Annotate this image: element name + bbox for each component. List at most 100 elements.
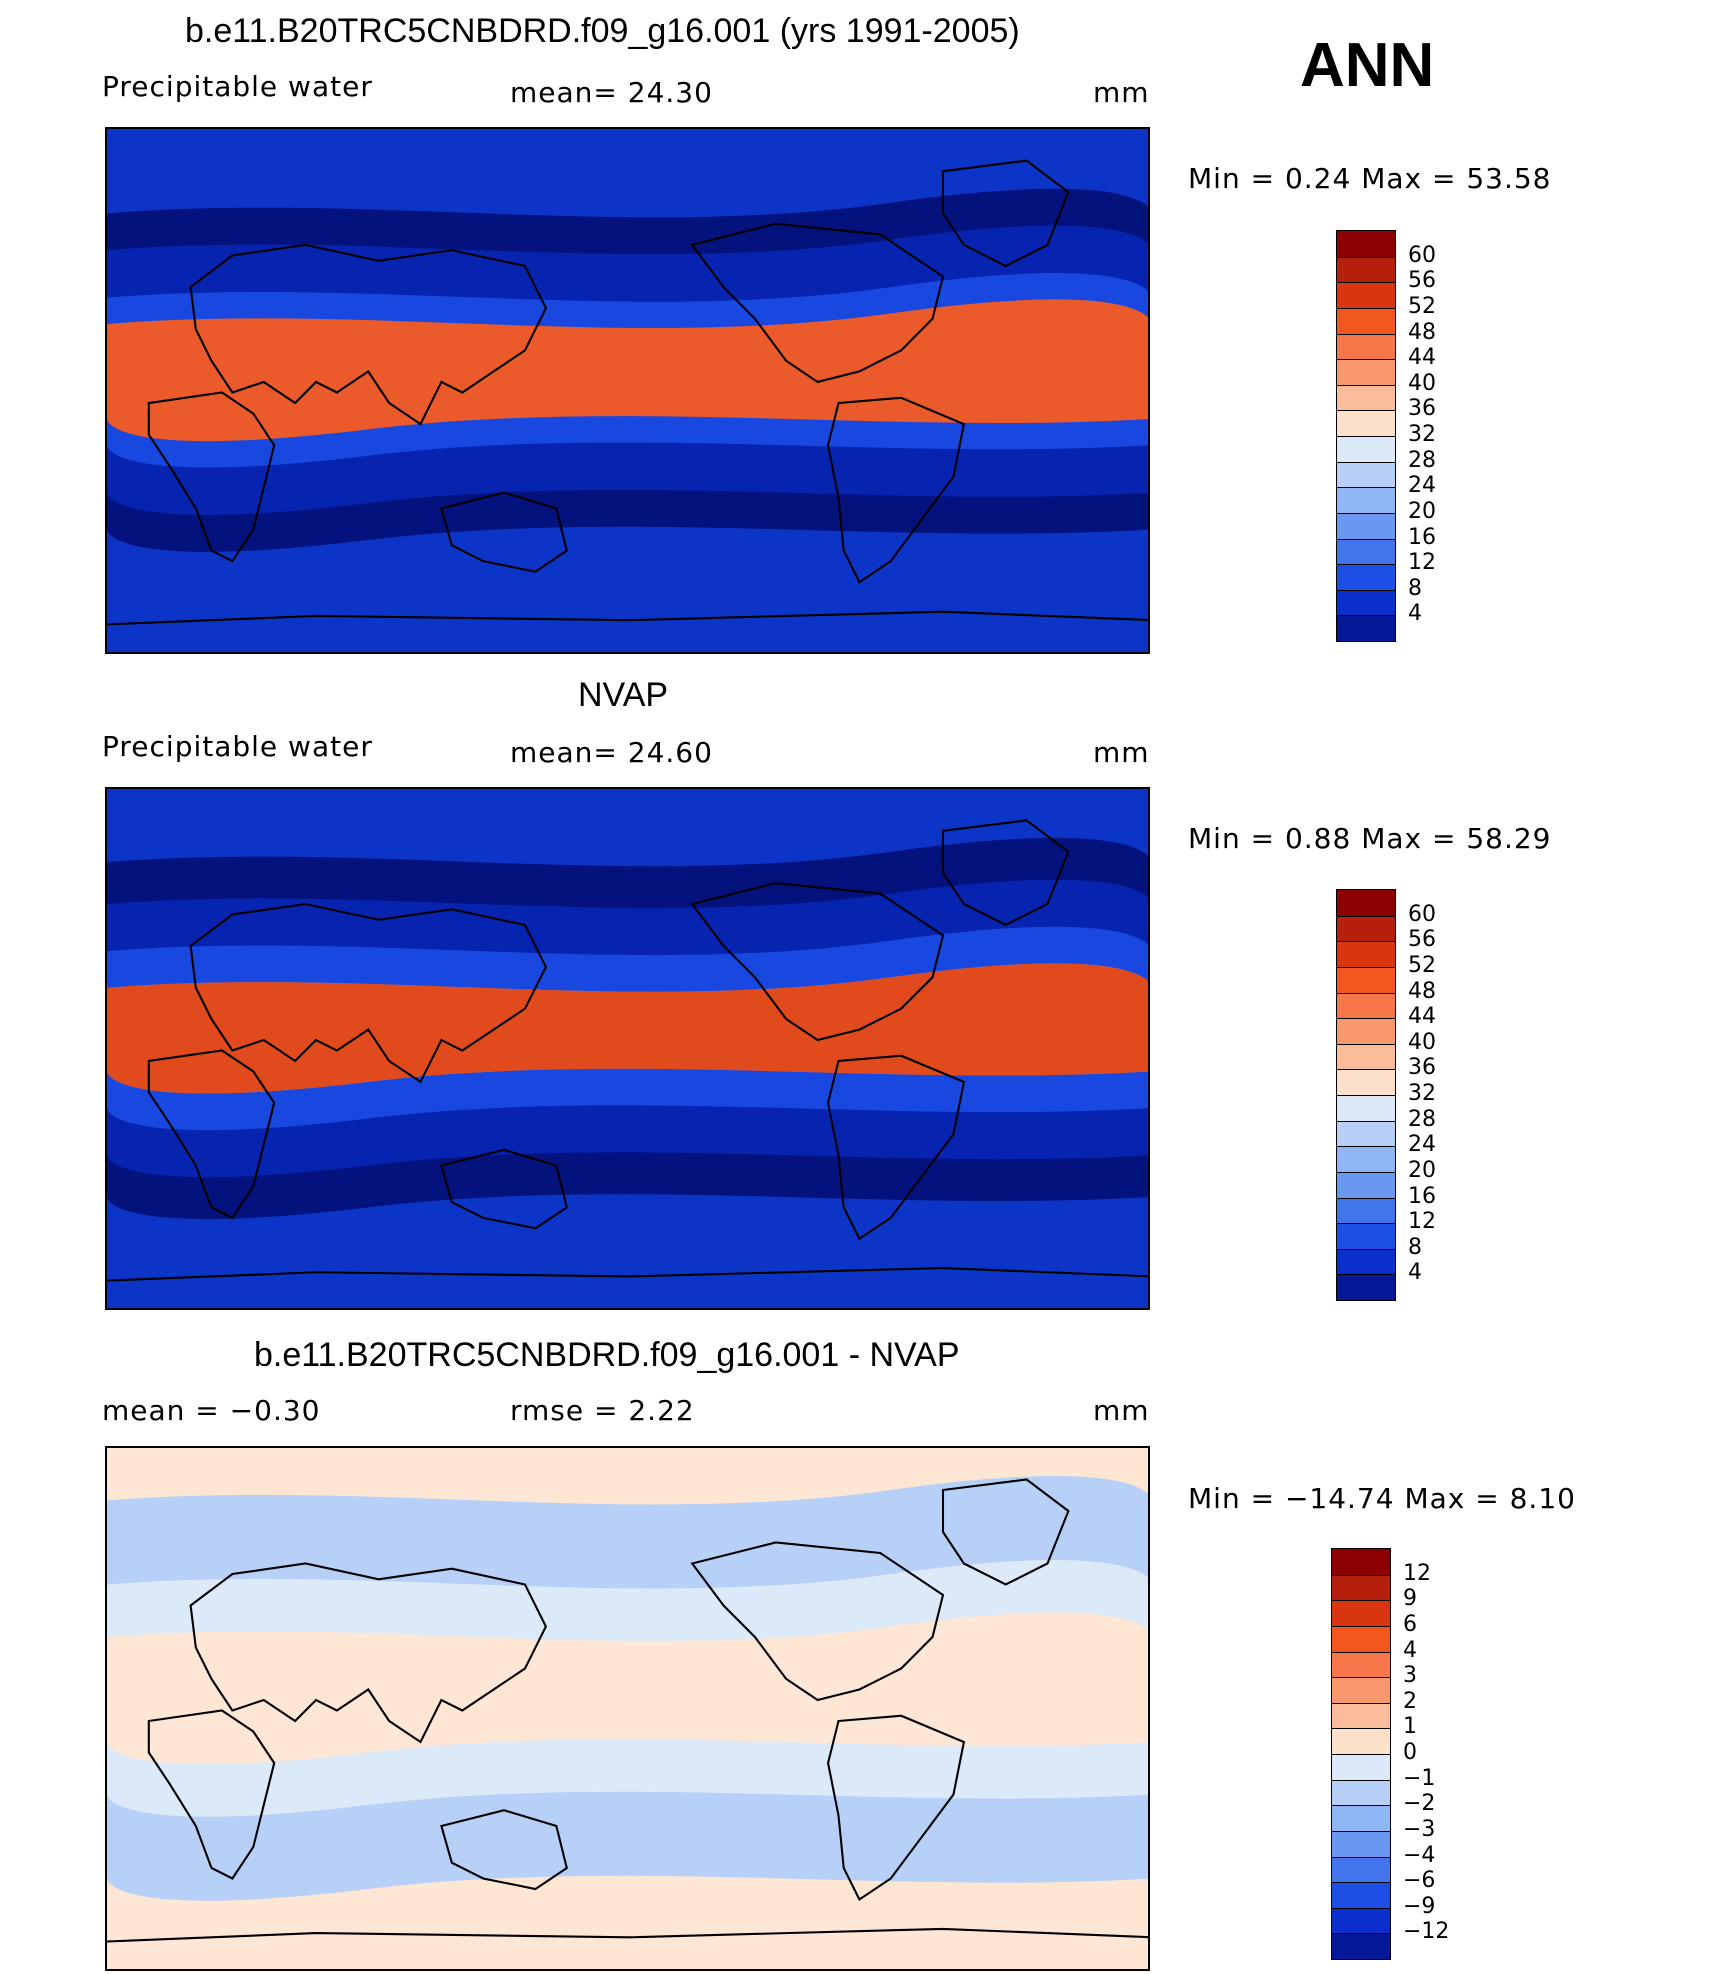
colorbar-swatch <box>1337 307 1395 334</box>
coastline <box>826 396 966 584</box>
colorbar-swatch <box>1337 487 1395 513</box>
panel-2-variable-label: Precipitable water <box>102 730 373 763</box>
colorbar-swatch <box>1337 461 1395 488</box>
colorbar-tick-label: 4 <box>1408 601 1422 627</box>
panel-3-colorbar <box>1331 1548 1391 1960</box>
coastline <box>147 1049 276 1220</box>
colorbar-tick-label: 48 <box>1408 319 1436 345</box>
colorbar-swatch <box>1337 1197 1395 1224</box>
panel-3-mean-label: mean = −0.30 <box>102 1394 321 1427</box>
colorbar-swatch <box>1337 915 1395 942</box>
coastline <box>107 1927 1148 1943</box>
panel-2-mean-label: mean= 24.60 <box>510 736 713 769</box>
panel-1-title: b.e11.B20TRC5CNBDRD.f09_g16.001 (yrs 199… <box>185 12 1020 50</box>
colorbar-tick-label: 20 <box>1408 1157 1436 1183</box>
panel-1-minmax: Min = 0.24 Max = 53.58 <box>1188 162 1552 195</box>
colorbar-tick-label: 60 <box>1408 242 1436 268</box>
panel-3-map <box>105 1446 1150 1971</box>
colorbar-swatch <box>1332 1933 1390 1959</box>
colorbar-tick-label: 36 <box>1408 1055 1436 1081</box>
colorbar-swatch <box>1337 890 1395 916</box>
colorbar-swatch <box>1337 1248 1395 1275</box>
colorbar-tick-label: 24 <box>1408 1132 1436 1158</box>
colorbar-tick-label: −2 <box>1403 1791 1436 1817</box>
colorbar-tick-label: 8 <box>1408 1234 1422 1260</box>
colorbar-tick-label: 44 <box>1408 345 1436 371</box>
colorbar-tick-label: 44 <box>1408 1004 1436 1030</box>
colorbar-swatch <box>1332 1600 1390 1626</box>
panel-2-units-label: mm <box>1093 736 1150 769</box>
colorbar-swatch <box>1337 333 1395 360</box>
colorbar-swatch <box>1337 1223 1395 1249</box>
colorbar-swatch <box>1332 1574 1390 1601</box>
panel-3-map-field <box>107 1448 1148 1969</box>
colorbar-tick-label: 16 <box>1408 524 1436 550</box>
colorbar-tick-label: −1 <box>1403 1765 1436 1791</box>
colorbar-swatch <box>1337 1018 1395 1044</box>
colorbar-swatch <box>1332 1677 1390 1703</box>
colorbar-swatch <box>1337 615 1395 641</box>
contour-band <box>107 1612 1148 1765</box>
colorbar-tick-label: −6 <box>1403 1868 1436 1894</box>
colorbar-swatch <box>1332 1779 1390 1806</box>
coastline <box>440 1809 568 1891</box>
colorbar-swatch <box>1332 1882 1390 1908</box>
coastline <box>826 1054 966 1241</box>
coastline <box>189 1562 548 1744</box>
colorbar-tick-label: 60 <box>1408 901 1436 927</box>
colorbar-tick-label: 52 <box>1408 952 1436 978</box>
colorbar-swatch <box>1337 966 1395 993</box>
colorbar-swatch <box>1337 512 1395 539</box>
colorbar-tick-label: 4 <box>1403 1637 1417 1663</box>
colorbar-swatch <box>1337 538 1395 565</box>
coastline <box>189 243 548 426</box>
panel-1-colorbar <box>1336 230 1396 642</box>
contour-band <box>107 299 1148 442</box>
colorbar-tick-label: 40 <box>1408 370 1436 396</box>
coastline <box>107 1267 1148 1282</box>
colorbar-swatch <box>1337 941 1395 967</box>
colorbar-tick-label: 56 <box>1408 927 1436 953</box>
colorbar-swatch <box>1337 1171 1395 1198</box>
colorbar-swatch <box>1332 1805 1390 1831</box>
colorbar-tick-label: 9 <box>1403 1586 1417 1612</box>
colorbar-swatch <box>1337 231 1395 257</box>
colorbar-swatch <box>1337 1069 1395 1095</box>
colorbar-tick-label: 4 <box>1408 1260 1422 1286</box>
colorbar-tick-label: 12 <box>1403 1560 1431 1586</box>
colorbar-swatch <box>1337 410 1395 436</box>
panel-1-mean-label: mean= 24.30 <box>510 76 713 109</box>
colorbar-swatch <box>1332 1702 1390 1729</box>
coastline <box>941 159 1070 268</box>
colorbar-tick-label: −12 <box>1403 1919 1450 1945</box>
colorbar-tick-label: 8 <box>1408 575 1422 601</box>
panel-1-variable-label: Precipitable water <box>102 70 373 103</box>
colorbar-swatch <box>1337 256 1395 283</box>
coastline <box>440 491 568 573</box>
coastline <box>941 1478 1070 1586</box>
colorbar-swatch <box>1332 1856 1390 1883</box>
panel-2-map-field <box>107 789 1148 1308</box>
colorbar-swatch <box>1332 1907 1390 1934</box>
coastline <box>147 1709 276 1880</box>
colorbar-swatch <box>1332 1651 1390 1678</box>
coastline <box>107 610 1148 626</box>
colorbar-tick-label: 32 <box>1408 422 1436 447</box>
colorbar-swatch <box>1337 282 1395 308</box>
colorbar-tick-label: 56 <box>1408 268 1436 294</box>
colorbar-swatch <box>1332 1830 1390 1857</box>
colorbar-tick-label: 12 <box>1408 1209 1436 1235</box>
coastline <box>941 819 1070 927</box>
colorbar-tick-label: −9 <box>1403 1893 1436 1919</box>
colorbar-swatch <box>1337 992 1395 1019</box>
colorbar-swatch <box>1332 1625 1390 1652</box>
colorbar-swatch <box>1332 1728 1390 1754</box>
colorbar-swatch <box>1332 1549 1390 1575</box>
colorbar-swatch <box>1337 1274 1395 1300</box>
coastline <box>189 902 548 1084</box>
panel-2-minmax: Min = 0.88 Max = 58.29 <box>1188 822 1552 855</box>
colorbar-swatch <box>1337 359 1395 385</box>
panel-2-title: NVAP <box>578 676 669 714</box>
coastline <box>440 1148 568 1230</box>
colorbar-tick-label: 6 <box>1403 1611 1417 1637</box>
